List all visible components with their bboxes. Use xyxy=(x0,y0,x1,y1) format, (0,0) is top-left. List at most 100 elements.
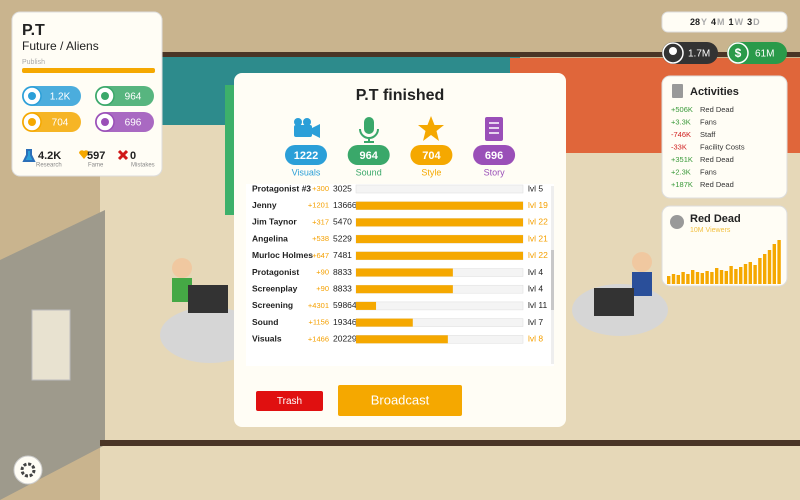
research-label: Research xyxy=(36,163,62,169)
viewer-bar xyxy=(748,262,752,284)
row-name: Jenny xyxy=(252,200,277,210)
date-unit: M xyxy=(717,17,725,27)
worker xyxy=(632,252,652,272)
fame-label: Fame xyxy=(88,163,104,169)
stat-value: 704 xyxy=(52,118,69,129)
broadcast-button[interactable] xyxy=(338,385,462,416)
date-box xyxy=(661,11,788,33)
research-value: 4.2K xyxy=(38,150,61,162)
score-pill xyxy=(473,145,516,165)
row-value: 7481 xyxy=(333,250,352,260)
row-level: lvl 11 xyxy=(528,300,547,310)
activities-icon xyxy=(672,84,683,98)
row-gain: +647 xyxy=(312,251,329,260)
row-value: 59864 xyxy=(333,300,357,310)
date-value: 3 xyxy=(747,17,752,27)
stat-icon-dot xyxy=(101,92,109,100)
date-unit: W xyxy=(735,17,744,27)
row-value: 5229 xyxy=(333,233,352,243)
row-gain: +90 xyxy=(316,284,329,293)
row-value: 8833 xyxy=(333,267,352,277)
project-genre: Future / Aliens xyxy=(22,39,99,53)
show-panel: Red Dead 10M Viewers xyxy=(661,205,788,287)
activity-label: Fans xyxy=(700,117,717,126)
row-bar-fill xyxy=(356,218,523,227)
date: 28Y 4M 1W 3D xyxy=(690,17,760,27)
row-level: lvl 22 xyxy=(528,217,548,227)
viewer-bar xyxy=(753,265,757,284)
date-value: 4 xyxy=(711,17,716,27)
row-bar-fill xyxy=(356,335,448,344)
window xyxy=(31,309,71,381)
score-pill xyxy=(347,145,390,165)
stat-icon-dot xyxy=(28,92,36,100)
style-icon xyxy=(418,116,444,141)
score-label: Style xyxy=(421,167,441,177)
score-label: Sound xyxy=(356,167,382,177)
story-icon xyxy=(485,117,503,141)
activity-amount: +2.3K xyxy=(671,167,691,176)
row-gain: +1201 xyxy=(308,201,329,210)
row-name: Angelina xyxy=(252,233,288,243)
viewer-bar xyxy=(715,268,719,284)
viewer-bar xyxy=(758,258,762,284)
date-value: 1 xyxy=(729,17,734,27)
activity-label: Facility Costs xyxy=(700,142,745,151)
panel-bg xyxy=(11,11,163,177)
activity-amount: +351K xyxy=(671,155,693,164)
floor-edge xyxy=(100,440,800,446)
mistakes-label: Mistakes xyxy=(131,163,155,169)
activity-label: Staff xyxy=(700,130,716,139)
settings-button[interactable] xyxy=(13,455,43,485)
viewer-bar xyxy=(710,272,714,284)
wall-top xyxy=(150,52,800,57)
activity-amount: -746K xyxy=(671,130,691,139)
research-icon xyxy=(22,149,36,162)
row-level: lvl 4 xyxy=(528,283,543,293)
project-panel: P.T Future / Aliens Publish 1.2K 964 704 69… xyxy=(11,11,163,177)
date-unit: D xyxy=(753,17,760,27)
row-gain: +317 xyxy=(312,217,329,226)
activity-amount: -33K xyxy=(671,142,687,151)
mistakes-icon xyxy=(117,149,129,161)
row-bar-fill xyxy=(356,235,523,244)
row-bar-track xyxy=(355,301,524,311)
finished-dialog: P.T finished 1222 Visuals 964 Sound 704 Style… xyxy=(234,73,566,427)
row-bar-fill xyxy=(356,285,453,294)
date-value: 28 xyxy=(690,17,700,27)
worker-shirt xyxy=(632,272,652,296)
monitor xyxy=(594,288,634,316)
show-viewers: 10M Viewers xyxy=(690,227,731,234)
row-value: 3025 xyxy=(333,183,352,193)
fame-icon xyxy=(79,150,89,159)
row-gain: +90 xyxy=(316,267,329,276)
score-pill xyxy=(285,145,327,165)
activity-amount: +3.3K xyxy=(671,117,691,126)
project-status: Publish xyxy=(22,59,45,66)
row-bar-fill xyxy=(356,251,523,260)
viewer-bar xyxy=(667,276,671,284)
show-icon xyxy=(670,215,684,229)
row-level: lvl 5 xyxy=(528,183,543,193)
viewer-bar xyxy=(705,271,709,284)
row-bar-fill xyxy=(356,301,377,310)
viewer-bar xyxy=(743,264,748,284)
activity-label: Red Dead xyxy=(700,105,734,114)
visuals-icon xyxy=(294,118,320,138)
sound-icon xyxy=(359,117,379,143)
viewer-bar xyxy=(671,274,676,284)
viewer-bar xyxy=(777,240,781,284)
stat-value: 964 xyxy=(125,92,142,103)
row-name: Screening xyxy=(252,300,293,310)
viewer-bar xyxy=(700,273,704,284)
panel-bg xyxy=(661,75,788,199)
scrollbar-thumb[interactable] xyxy=(551,250,554,310)
score-value: 696 xyxy=(485,150,503,162)
row-bar-track xyxy=(355,184,524,194)
trash-button[interactable] xyxy=(256,391,323,411)
activity-label: Red Dead xyxy=(700,155,734,164)
row-name: Visuals xyxy=(252,334,282,344)
viewer-bar xyxy=(772,244,776,284)
row-gain: +1466 xyxy=(308,334,329,343)
